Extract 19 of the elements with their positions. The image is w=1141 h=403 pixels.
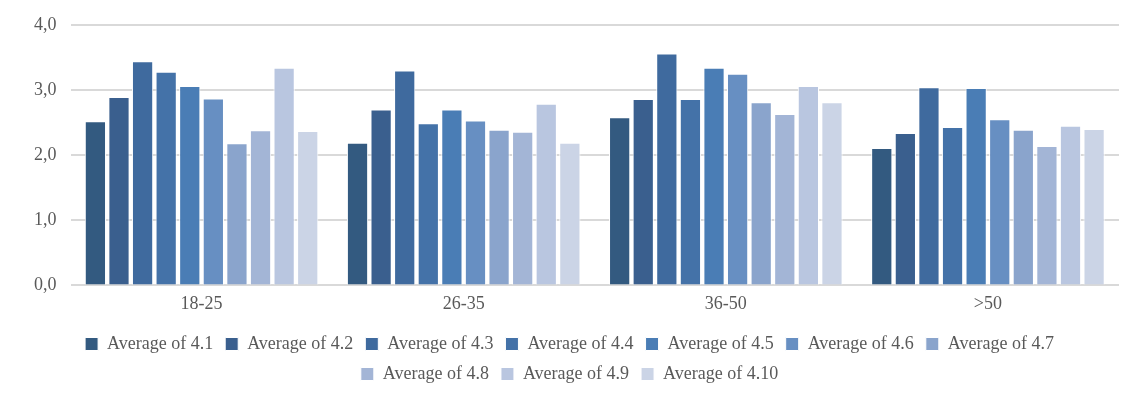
y-tick-label: 2,0: [34, 143, 57, 164]
legend-label: Average of 4.7: [947, 332, 1054, 353]
y-tick-label: 0,0: [34, 274, 57, 295]
legend-label: Average of 4.3: [387, 332, 494, 353]
x-tick-label: 36-50: [704, 292, 747, 313]
legend-label: Average of 4.5: [667, 332, 774, 353]
y-tick-label: 3,0: [34, 78, 57, 99]
y-tick-label: 4,0: [34, 13, 57, 34]
legend-label: Average of 4.10: [663, 362, 779, 383]
legend-label: Average of 4.4: [527, 332, 634, 353]
legend-label: Average of 4.2: [247, 332, 354, 353]
x-tick-label: >50: [973, 292, 1003, 313]
legend-label: Average of 4.1: [107, 332, 214, 353]
legend-label: Average of 4.8: [382, 362, 489, 383]
legend-label: Average of 4.9: [522, 362, 630, 383]
legend-label: Average of 4.6: [807, 332, 914, 353]
x-tick-label: 26-35: [442, 292, 485, 313]
y-tick-label: 1,0: [34, 208, 57, 229]
x-tick-label: 18-25: [180, 292, 223, 313]
